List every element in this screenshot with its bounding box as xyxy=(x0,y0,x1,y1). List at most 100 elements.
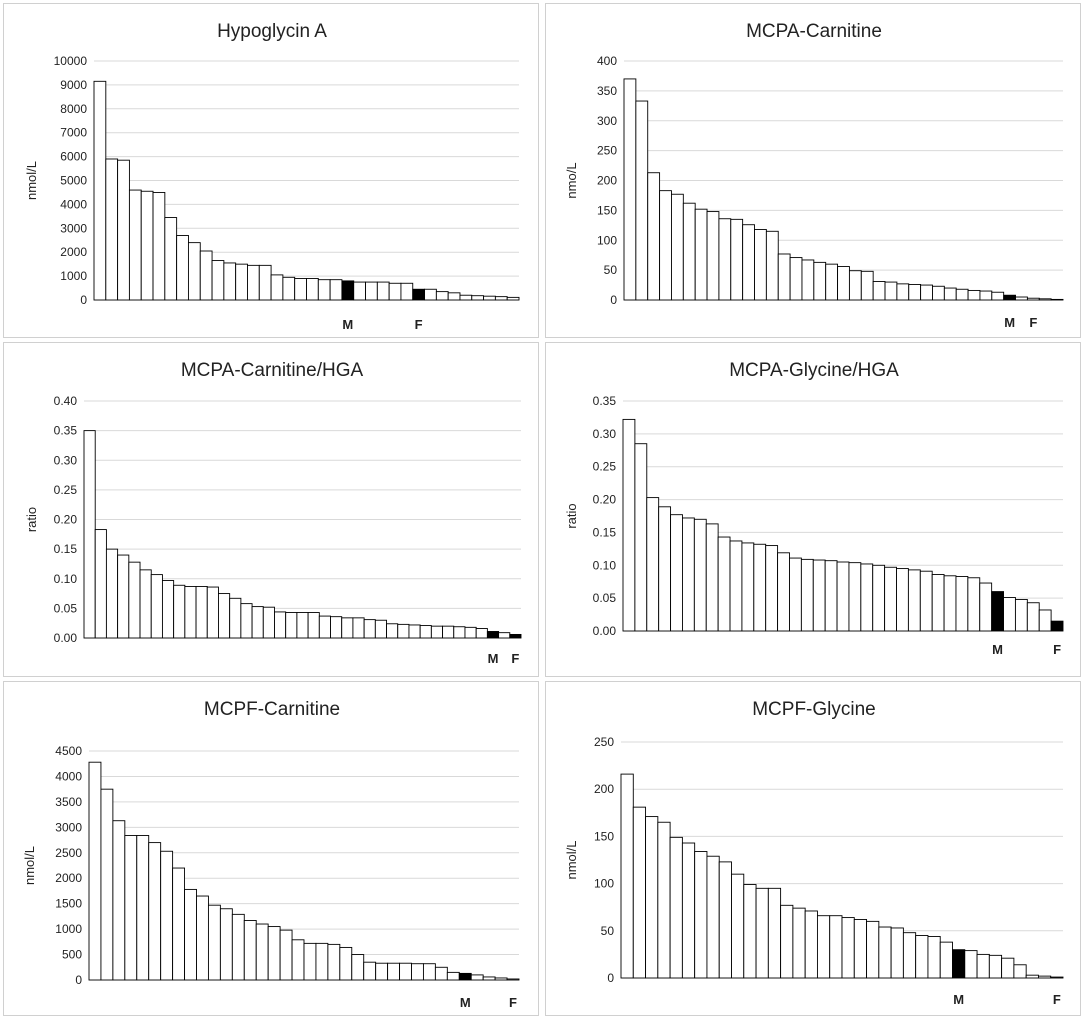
chart-title: MCPF-Glycine xyxy=(752,699,876,720)
bar xyxy=(176,235,189,301)
bar xyxy=(848,562,862,632)
bar xyxy=(388,282,402,301)
bar-highlighted xyxy=(341,280,355,301)
bar xyxy=(671,193,684,301)
bar xyxy=(187,242,201,301)
chart-panel-mcpa-carnitine: MCPA-Carnitine 0 50 100 150 200 250 300 350 400 nm… xyxy=(545,3,1081,338)
bar xyxy=(330,616,343,639)
bar xyxy=(231,913,245,981)
bar xyxy=(800,558,814,632)
bar xyxy=(967,577,981,632)
bar xyxy=(623,78,637,301)
bar xyxy=(878,926,892,979)
bar xyxy=(434,966,448,981)
bar xyxy=(872,281,886,301)
y-tick-label: 0.35 xyxy=(54,424,78,438)
bar xyxy=(967,289,981,301)
chart-title: MCPA-Carnitine/HGA xyxy=(181,360,364,381)
bar xyxy=(753,543,767,632)
chart-svg-mcpa-carnitine: MCPA-Carnitine 0 50 100 150 200 250 300 350 400 nm… xyxy=(564,21,1064,330)
y-tick-label: 3500 xyxy=(55,795,82,809)
bar xyxy=(442,625,455,639)
bar xyxy=(184,585,197,639)
bar xyxy=(100,788,114,981)
y-axis-label: nmol/L xyxy=(564,840,579,879)
bar xyxy=(291,939,305,981)
y-tick-label: 250 xyxy=(597,144,617,158)
bar xyxy=(829,915,843,979)
y-tick-label: 4500 xyxy=(55,744,82,758)
bar xyxy=(453,626,466,639)
y-tick-label: 3000 xyxy=(60,221,87,235)
bar xyxy=(112,820,126,981)
y-axis-label: nmol/L xyxy=(24,161,39,200)
bar xyxy=(482,976,496,981)
bar xyxy=(363,961,377,981)
bar xyxy=(682,517,695,632)
bar xyxy=(705,523,719,632)
bar-highlighted xyxy=(1003,294,1016,301)
bar xyxy=(669,836,683,979)
y-tick-label: 200 xyxy=(597,174,617,188)
bar xyxy=(1050,298,1064,301)
chart-svg-mcpf-glycine: MCPF-Glycine 0 50 100 150 200 250 nmol/L M F xyxy=(564,699,1064,1007)
bar xyxy=(363,619,376,639)
y-tick-label: 300 xyxy=(597,114,617,128)
y-tick-label: 1000 xyxy=(55,922,82,936)
bar xyxy=(128,561,141,639)
y-tick-label: 2000 xyxy=(55,871,82,885)
bar xyxy=(907,569,921,632)
bar xyxy=(447,292,461,301)
bar xyxy=(464,626,477,639)
bar xyxy=(837,266,850,301)
bar xyxy=(860,563,874,632)
bar xyxy=(743,884,757,979)
marker-label-f: F xyxy=(1029,315,1037,330)
bar xyxy=(93,80,107,301)
bar xyxy=(988,954,1003,979)
bar xyxy=(408,624,421,639)
bar xyxy=(306,278,319,301)
chart-panel-mcpf-glycine: MCPF-Glycine 0 50 100 150 200 250 nmol/L M F xyxy=(545,681,1081,1016)
y-tick-label: 1000 xyxy=(60,269,87,283)
y-tick-label: 0.10 xyxy=(593,558,617,572)
bar xyxy=(303,942,317,981)
bar xyxy=(196,895,209,981)
y-tick-label: 10000 xyxy=(54,54,88,68)
bar xyxy=(411,963,424,981)
bar xyxy=(240,603,253,639)
bar xyxy=(931,574,945,632)
bar xyxy=(825,263,839,301)
bar xyxy=(470,974,484,981)
bar xyxy=(140,190,154,301)
bar xyxy=(164,217,178,301)
y-tick-label: 0.30 xyxy=(593,427,617,441)
chart-panel-mcpa-glycine-hga: MCPA-Glycine/HGA 0.00 0.05 0.10 0.15 0.20 0.25… xyxy=(545,342,1081,677)
bar xyxy=(943,575,957,632)
bar xyxy=(848,270,862,301)
bar xyxy=(620,773,634,979)
bar xyxy=(506,978,520,981)
bar xyxy=(152,191,166,301)
y-axis-label: nmol/L xyxy=(22,846,37,885)
bar-highlighted xyxy=(458,972,472,981)
bar xyxy=(841,917,855,979)
bar xyxy=(161,580,175,639)
bar xyxy=(267,926,281,981)
chart-svg-mcpf-carnitine: MCPF-Carnitine 0 500 1000 1500 2000 2500 3000 35… xyxy=(22,699,520,1010)
bar xyxy=(136,835,150,981)
bar xyxy=(647,172,661,301)
bar xyxy=(329,279,343,301)
bar xyxy=(658,506,672,632)
y-tick-label: 0 xyxy=(607,971,614,985)
bar xyxy=(729,540,743,632)
bar xyxy=(279,929,293,981)
y-tick-label: 0 xyxy=(75,973,82,987)
bar xyxy=(424,288,437,301)
bar xyxy=(731,873,745,979)
bar xyxy=(317,279,331,301)
y-axis-label: ratio xyxy=(564,503,579,528)
y-tick-label: 9000 xyxy=(60,78,87,92)
bar xyxy=(160,850,174,981)
bar xyxy=(955,288,969,301)
